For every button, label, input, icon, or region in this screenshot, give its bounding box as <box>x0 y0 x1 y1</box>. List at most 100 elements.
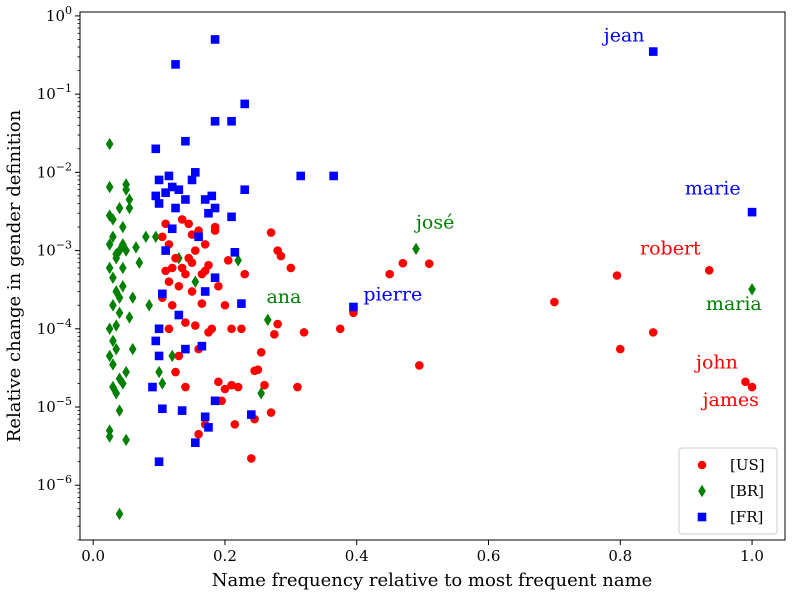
data-point <box>105 430 114 443</box>
data-point <box>105 349 114 363</box>
data-point <box>349 302 358 312</box>
data-point <box>217 396 226 406</box>
data-point <box>210 203 220 213</box>
data-point <box>105 180 114 194</box>
y-tick-label: 10−3 <box>37 239 72 260</box>
data-point <box>648 47 658 56</box>
series-diamond <box>105 137 756 521</box>
data-point <box>154 199 164 208</box>
data-point <box>181 318 190 327</box>
data-point <box>191 438 200 447</box>
data-point <box>197 341 207 351</box>
data-point <box>151 191 161 201</box>
data-point <box>115 291 124 304</box>
data-point <box>109 230 117 244</box>
data-point <box>122 365 130 379</box>
data-point <box>177 263 187 273</box>
data-point <box>210 116 220 126</box>
y-tick-label: 10−2 <box>37 160 72 181</box>
data-point <box>164 277 174 287</box>
legend-label: [BR] <box>730 482 764 500</box>
data-point <box>200 287 210 296</box>
legend-label: [US] <box>730 456 765 474</box>
data-point <box>105 322 114 335</box>
data-point <box>257 387 265 400</box>
data-point <box>122 433 130 447</box>
data-point <box>167 300 177 310</box>
data-point <box>125 201 134 215</box>
x-axis-title: Name frequency relative to most frequent… <box>212 570 653 591</box>
data-point <box>191 321 200 330</box>
data-point <box>171 367 180 377</box>
data-point <box>424 259 434 268</box>
data-point <box>168 349 177 363</box>
data-point <box>112 247 121 261</box>
y-tick-label: 10−6 <box>37 473 72 494</box>
annotation-label: jean <box>602 25 645 47</box>
data-point <box>227 212 236 222</box>
data-point <box>230 248 240 257</box>
y-tick-label: 100 <box>46 4 72 25</box>
data-point <box>184 253 194 263</box>
data-point <box>550 297 559 307</box>
y-tick-label: 10−1 <box>37 82 72 103</box>
data-point <box>194 232 203 242</box>
series-square <box>148 35 757 466</box>
data-point <box>115 372 124 385</box>
x-tick-label: 0.2 <box>213 547 237 565</box>
annotations: jean marie pierre josé ana maria robert john jam… <box>266 25 761 412</box>
data-point <box>112 342 121 356</box>
data-point <box>174 185 184 195</box>
data-point <box>260 380 269 390</box>
data-point <box>167 224 177 234</box>
y-tick-label: 10−5 <box>37 395 72 416</box>
data-point <box>164 324 174 334</box>
data-point <box>161 219 170 229</box>
data-point <box>415 361 424 370</box>
annotation-label: john <box>694 352 738 374</box>
data-point <box>128 291 137 304</box>
data-point <box>154 351 164 361</box>
data-point <box>115 201 124 215</box>
data-point <box>105 209 114 222</box>
data-point <box>115 507 124 521</box>
data-point <box>197 269 207 279</box>
data-point <box>148 382 157 392</box>
legend-label: [FR] <box>730 508 763 526</box>
data-point <box>233 382 243 392</box>
annotation-label: pierre <box>363 284 422 306</box>
data-point <box>204 423 213 432</box>
data-point <box>142 230 150 244</box>
annotation-label: robert <box>640 237 701 259</box>
data-point <box>105 137 114 151</box>
series-circle <box>158 215 757 463</box>
data-point <box>158 404 167 414</box>
data-point <box>128 342 137 356</box>
data-point <box>200 195 210 204</box>
annotation-label: james <box>701 389 759 411</box>
data-point <box>119 220 127 234</box>
y-axis-title: Relative change in gender definition <box>4 109 25 442</box>
data-point <box>748 283 756 296</box>
data-point <box>207 191 217 201</box>
data-point <box>181 136 190 146</box>
data-point <box>194 429 203 439</box>
data-point <box>154 324 164 334</box>
data-point <box>615 344 625 354</box>
data-point <box>109 299 117 312</box>
data-point <box>648 328 658 337</box>
x-tick-label: 0.4 <box>345 547 369 565</box>
y-axis-ticks: 100 10−1 10−2 10−3 10−4 10−5 10−6 <box>37 4 80 541</box>
data-point <box>335 324 345 334</box>
data-point <box>177 406 187 415</box>
data-point <box>187 230 197 239</box>
data-point <box>167 263 177 273</box>
data-point <box>109 380 117 394</box>
data-point <box>210 273 220 283</box>
annotation-label: marie <box>685 177 741 199</box>
data-point <box>167 182 177 192</box>
data-point <box>109 271 117 284</box>
data-point <box>125 311 134 324</box>
data-point <box>227 324 236 334</box>
